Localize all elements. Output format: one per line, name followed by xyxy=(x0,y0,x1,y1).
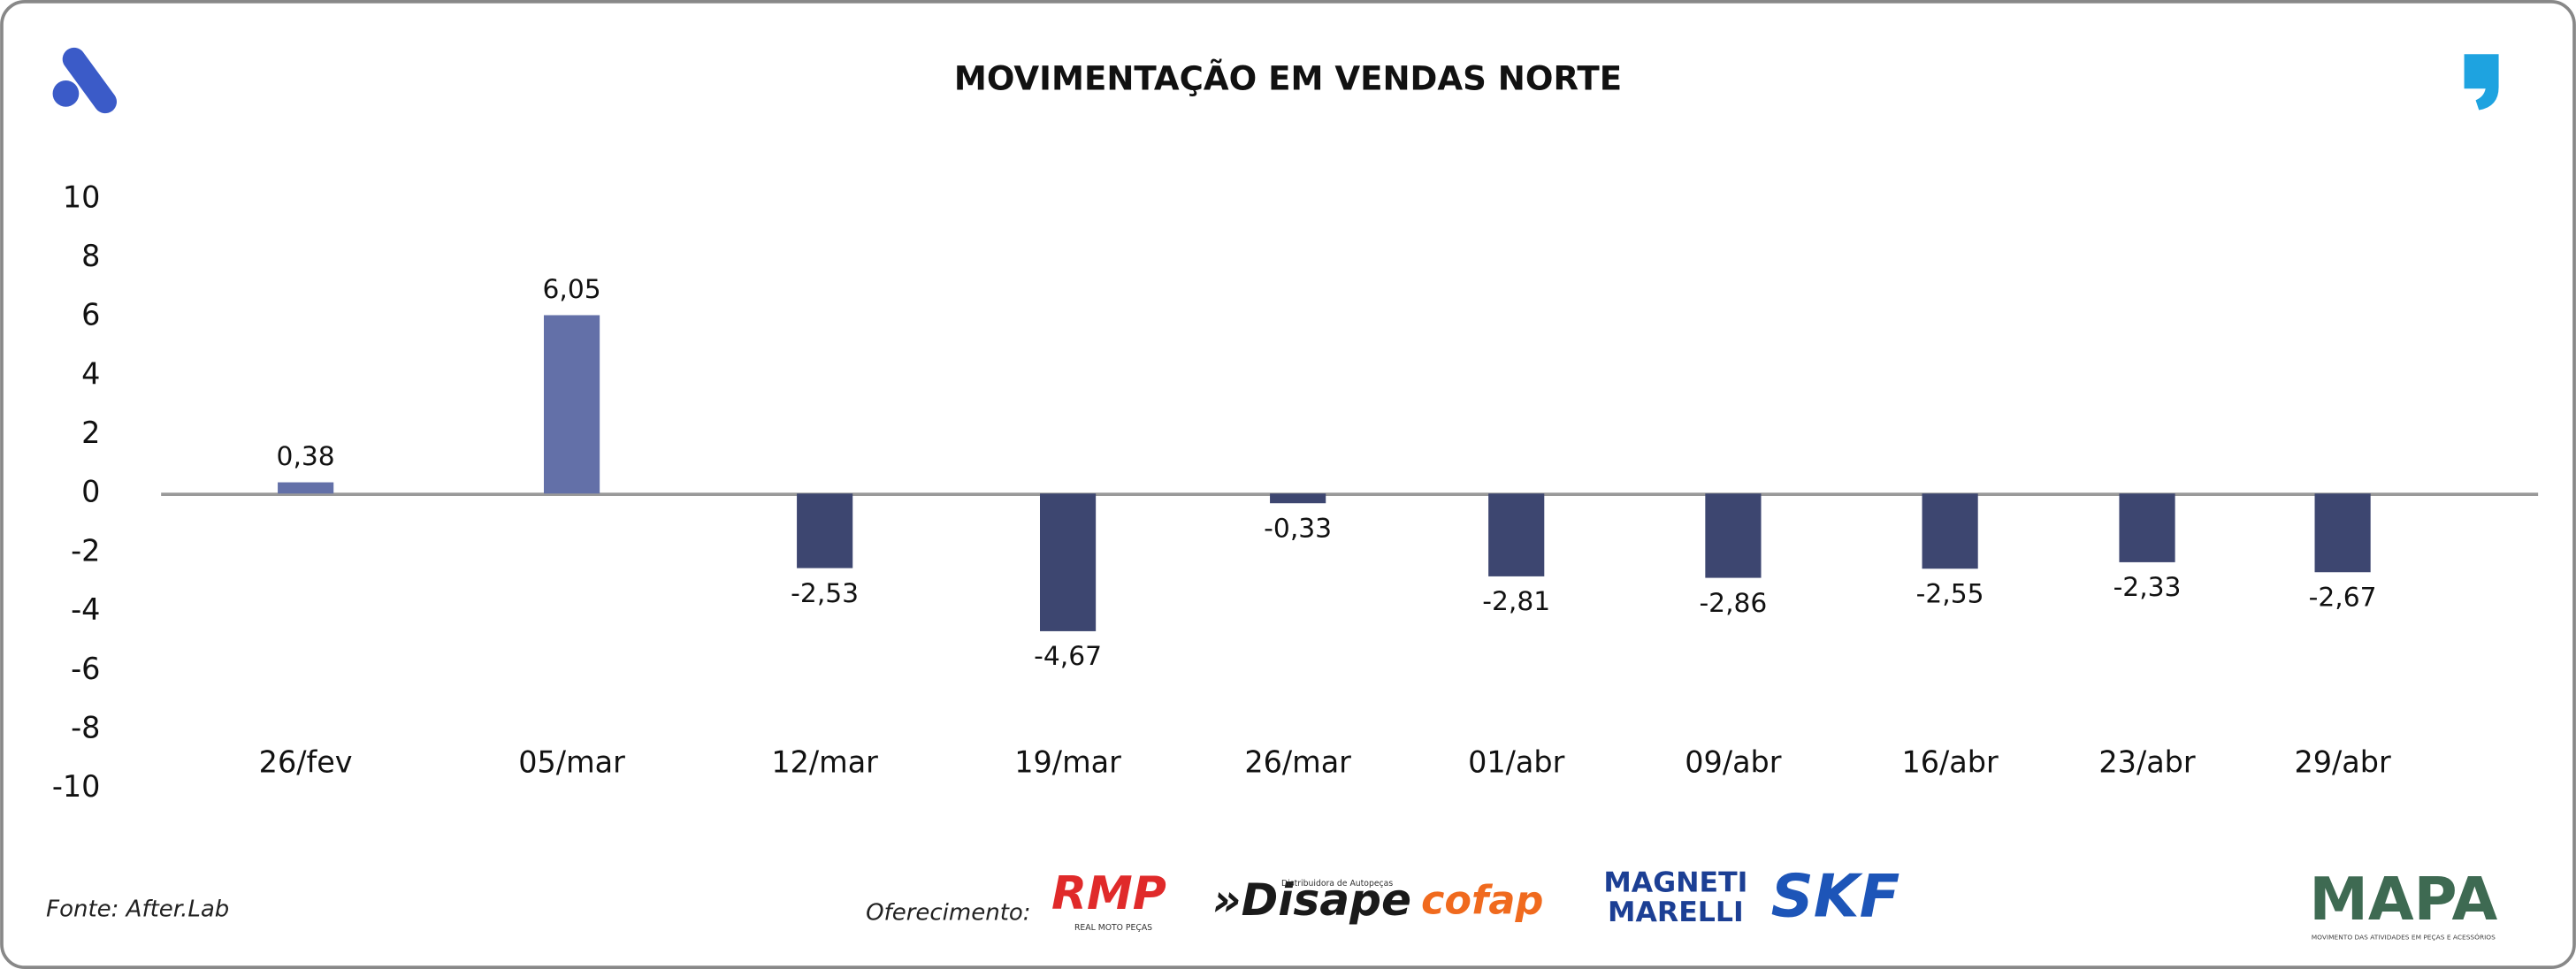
bar xyxy=(1705,493,1762,578)
x-tick-label: 29/abr xyxy=(2294,744,2390,779)
y-tick-label: -10 xyxy=(52,769,101,804)
source: Fonte: After.Lab xyxy=(46,897,229,923)
y-tick-label: 4 xyxy=(81,356,100,391)
y-tick-label: 10 xyxy=(63,179,101,214)
brand-logo xyxy=(52,47,118,114)
sponsor-label: Oferecimento: xyxy=(866,899,1030,926)
bar xyxy=(2119,493,2175,562)
value-label: -2,33 xyxy=(2114,572,2182,603)
sponsor: RMP xyxy=(1051,867,1166,920)
x-tick-label: 09/abr xyxy=(1685,744,1781,779)
y-tick-label: 0 xyxy=(81,475,100,509)
x-tick-label: 05/mar xyxy=(518,744,625,779)
value-label: -2,86 xyxy=(1699,588,1767,619)
x-tick-label: 16/abr xyxy=(1902,744,1999,779)
bar xyxy=(797,493,853,568)
sponsor: cofap xyxy=(1421,878,1543,924)
bar xyxy=(278,482,334,494)
sponsor: MAGNETI xyxy=(1603,866,1747,898)
sponsor-logos: RMP REAL MOTO PEÇAS »Disape Distribuidor… xyxy=(1051,862,2498,942)
sponsor: »Disape xyxy=(1212,874,1411,926)
value-label: -2,67 xyxy=(2309,582,2377,613)
value-label: -2,55 xyxy=(1916,578,1984,609)
sponsor: SKF xyxy=(1771,862,1900,931)
x-tick-label: 26/fev xyxy=(259,744,353,779)
sponsor: MAPA xyxy=(2309,865,2497,934)
x-tick-label: 12/mar xyxy=(771,744,878,779)
quote-icon xyxy=(2464,54,2499,111)
value-label: -2,53 xyxy=(791,578,859,609)
sponsor: REAL MOTO PEÇAS xyxy=(1074,923,1152,933)
y-tick-label: -2 xyxy=(71,533,100,568)
bar xyxy=(1922,493,1978,569)
y-tick-label: -4 xyxy=(71,592,100,627)
value-label: -2,81 xyxy=(1482,586,1550,617)
y-tick-label: 2 xyxy=(81,416,100,450)
bar xyxy=(1270,493,1326,504)
y-tick-label: -6 xyxy=(71,652,100,686)
bar xyxy=(543,315,600,494)
value-label: -4,67 xyxy=(1034,641,1102,672)
sponsor: MARELLI xyxy=(1608,897,1744,928)
y-tick-label: 8 xyxy=(81,239,100,273)
chart-title: MOVIMENTAÇÃO EM VENDAS NORTE xyxy=(954,59,1622,98)
x-tick-label: 19/mar xyxy=(1014,744,1121,779)
sponsor: MOVIMENTO DAS ATIVIDADES EM PEÇAS E ACES… xyxy=(2312,934,2496,942)
bar xyxy=(1488,493,1545,576)
x-tick-label: 01/abr xyxy=(1468,744,1564,779)
bar xyxy=(1039,493,1097,631)
sponsor: Distribuidora de Autopeças xyxy=(1281,879,1393,889)
value-label: 0,38 xyxy=(277,441,335,472)
x-tick-label: 26/mar xyxy=(1244,744,1351,779)
value-label: -0,33 xyxy=(1264,513,1332,544)
bar xyxy=(2314,493,2371,573)
x-tick-label: 23/abr xyxy=(2098,744,2195,779)
y-tick-label: 6 xyxy=(81,298,100,332)
value-label: 6,05 xyxy=(542,274,600,305)
y-tick-label: -8 xyxy=(71,710,100,744)
